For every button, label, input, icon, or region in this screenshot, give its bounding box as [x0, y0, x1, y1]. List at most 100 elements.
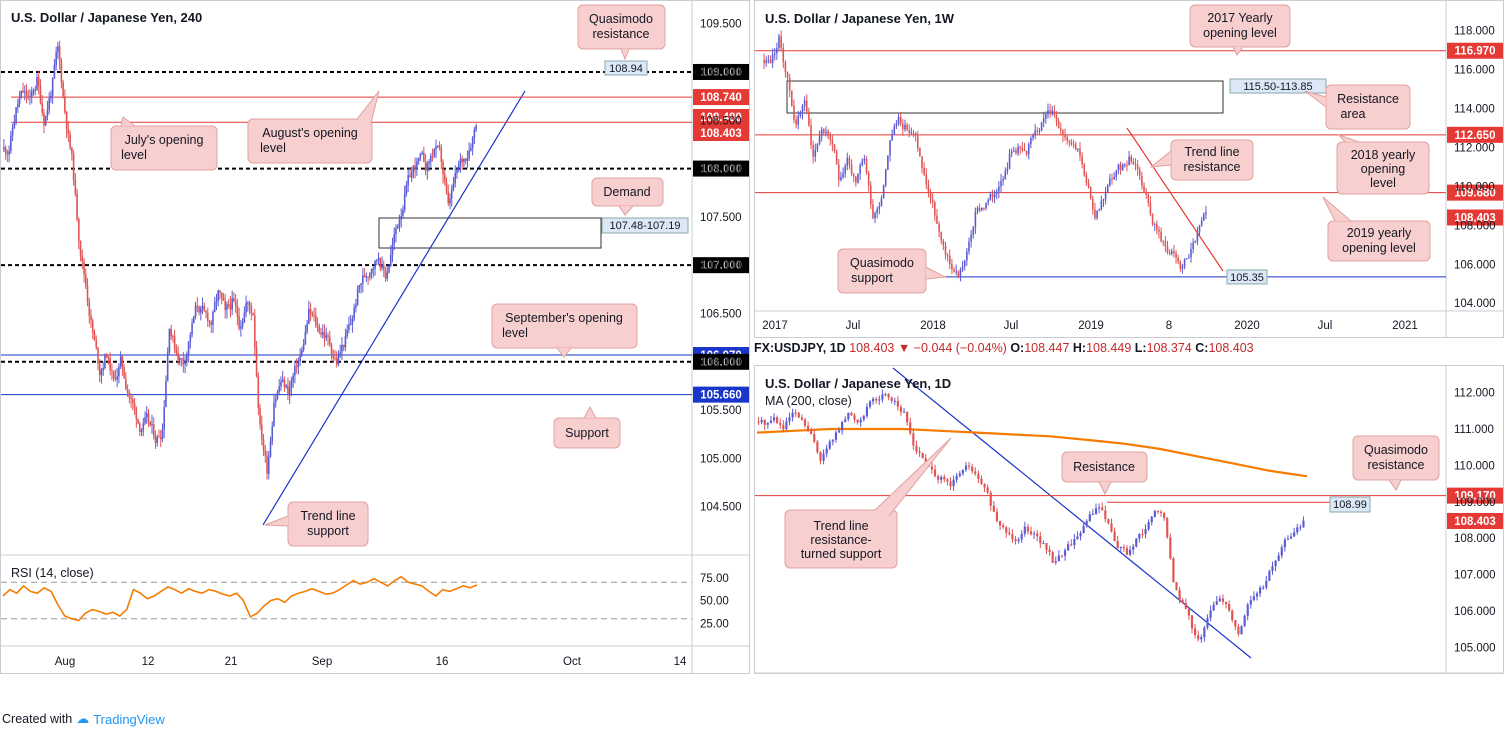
- d-candle-body: [1020, 533, 1023, 540]
- w-candle-body: [1134, 163, 1137, 165]
- d-candle-body: [1128, 549, 1132, 555]
- d-candle-body: [1209, 610, 1212, 618]
- d-candle-body: [906, 411, 909, 423]
- h4-candle-body: [311, 312, 314, 315]
- h4-candle-body: [88, 301, 91, 316]
- d-candle-body: [958, 473, 961, 476]
- h4-candle-body: [138, 423, 141, 432]
- w-candle-body: [938, 223, 940, 232]
- h4-candle-body: [44, 115, 47, 126]
- w-candle-body: [1170, 251, 1173, 254]
- d-candle-body: [859, 419, 862, 423]
- h4-candle-body: [335, 358, 338, 365]
- h4-candle-body: [121, 356, 124, 368]
- w-candle-body: [904, 124, 906, 130]
- weekly-chart-panel[interactable]: 116.970 112.650 109.680 108.403 105.35 118.0…: [754, 0, 1504, 338]
- h4-candle-body: [236, 305, 239, 317]
- h4-chart-panel[interactable]: 109.000 108.740 108.480 108.403 108.000 107.0…: [0, 0, 750, 674]
- w-candle-body: [995, 191, 998, 194]
- d-candle-body: [844, 419, 847, 422]
- h4-candle-body: [372, 268, 375, 270]
- w-candle-body: [972, 227, 975, 235]
- d-candle-body: [1159, 511, 1163, 513]
- h4-candle-body: [125, 378, 127, 390]
- d-candle-body: [1067, 544, 1070, 551]
- h4-candle-body: [50, 95, 52, 99]
- d-candle-body: [1200, 637, 1203, 640]
- w-candle-body: [818, 136, 821, 144]
- svg-text:2018 yearly: 2018 yearly: [1351, 148, 1416, 162]
- w-candle-body: [961, 266, 964, 270]
- d-candle-body: [1057, 555, 1060, 562]
- h4-candle-body: [57, 46, 59, 53]
- h4-level-tag: [693, 257, 749, 274]
- h4-candle-body: [161, 429, 164, 440]
- h4-candle-body: [393, 234, 396, 245]
- h4-candle-body: [133, 402, 136, 409]
- footer-brand[interactable]: TradingView: [93, 711, 165, 727]
- w-candle-body: [1106, 185, 1109, 193]
- h4-y-tick: 105.000: [700, 453, 742, 465]
- h4-candle-body: [360, 283, 362, 286]
- w-candle-body: [1019, 146, 1022, 148]
- d-candle-body: [803, 419, 807, 426]
- d-candle-body: [1005, 527, 1008, 533]
- h4-candle-body: [224, 300, 226, 310]
- d-candle-body: [1212, 604, 1215, 611]
- w-candle-body: [987, 200, 990, 203]
- h4-candle-body: [245, 302, 247, 313]
- h4-y-tick: 107.000: [700, 260, 742, 272]
- w-candle-body: [803, 100, 806, 106]
- w-candle-body: [1032, 135, 1034, 139]
- h4-candle-body: [182, 358, 185, 365]
- daily-ma-label: MA (200, close): [765, 394, 852, 408]
- w-candle-body: [1190, 248, 1192, 258]
- d-candle-body: [884, 394, 887, 396]
- daily-info-line: FX:USDJPY, 1D 108.403 ▼ −0.044 (−0.04%) …: [754, 341, 1254, 355]
- d-candle-body: [1197, 635, 1200, 640]
- h4-candle-body: [267, 457, 270, 474]
- d-candle-body: [841, 421, 844, 431]
- h4-candle-body: [13, 122, 16, 128]
- w-candle-body: [1128, 156, 1130, 165]
- h4-candle-body: [140, 430, 143, 432]
- h4-candle-body: [233, 298, 235, 302]
- w-candle-body: [925, 174, 928, 185]
- h4-candle-body: [431, 156, 434, 158]
- d-candle-body: [896, 400, 899, 407]
- d-candle-body: [1079, 533, 1082, 537]
- h4-candle-body: [201, 305, 204, 309]
- h4-demand-callout: Demand: [591, 177, 664, 216]
- w-candle-body: [878, 206, 881, 210]
- w-candle-body: [814, 149, 817, 157]
- d-candle-body: [909, 422, 912, 434]
- h4-candle-body: [158, 436, 160, 438]
- h4-level-tag-text: 108.000: [700, 164, 742, 176]
- h4-candle-body: [151, 424, 153, 426]
- w-candle-body: [1166, 246, 1169, 253]
- h4-candle-body: [447, 191, 450, 204]
- d-candle-body: [1265, 580, 1268, 588]
- h4-candle-body: [179, 358, 181, 361]
- d-candle-body: [837, 430, 841, 433]
- w-candle-body: [978, 207, 981, 211]
- h4-candle-body: [231, 298, 233, 310]
- h4-candle-body: [135, 408, 138, 419]
- h4-candle-body: [464, 158, 467, 161]
- daily-last: 108.403: [849, 341, 895, 355]
- w-y-tick: 104.000: [1454, 298, 1496, 310]
- w-candle-body: [1168, 252, 1171, 254]
- d-candle-body: [850, 412, 853, 416]
- h4-candle-body: [32, 90, 35, 92]
- daily-chart-panel[interactable]: 109.170 108.403 112.000 111.000 110.000 109.…: [754, 365, 1504, 696]
- d-candle-body: [1135, 538, 1138, 547]
- h4-candle-body: [386, 272, 389, 279]
- w-candle-body: [795, 119, 797, 125]
- h4-candle-body: [58, 46, 61, 62]
- w-candle-body: [799, 113, 802, 116]
- w-level-tag: [1447, 209, 1503, 226]
- h4-candle-body: [43, 113, 45, 126]
- d-candle-body: [828, 441, 831, 449]
- tradingview-logo-icon[interactable]: ☁: [76, 711, 90, 726]
- w-candle-body: [788, 77, 791, 91]
